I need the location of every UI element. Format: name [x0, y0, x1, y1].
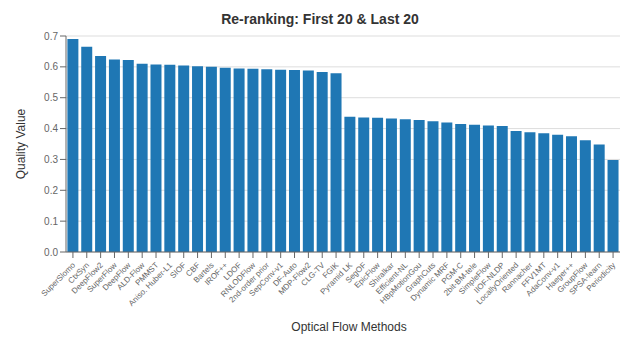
svg-text:Shiralkar: Shiralkar	[367, 260, 396, 290]
svg-text:Rannacher: Rannacher	[500, 260, 535, 295]
svg-text:0.0: 0.0	[44, 247, 58, 258]
html-text:Optical Flow Methods: Optical Flow Methods	[291, 320, 407, 334]
svg-text:DF-Auto: DF-Auto	[271, 260, 299, 289]
svg-text:FFV1MT: FFV1MT	[519, 260, 549, 290]
svg-text:0.3: 0.3	[44, 154, 58, 165]
svg-text:Efficient-NL: Efficient-NL	[374, 260, 410, 297]
svg-text:FGIK: FGIK	[320, 260, 341, 281]
svg-text:EpicFlow: EpicFlow	[352, 260, 382, 290]
svg-text:DeepFlow: DeepFlow	[100, 260, 133, 293]
svg-text:2nd-order prior: 2nd-order prior	[227, 260, 272, 305]
svg-text:Periodicity: Periodicity	[585, 261, 617, 293]
svg-text:SegOF: SegOF	[343, 260, 368, 285]
svg-text:PMMST: PMMST	[133, 260, 161, 288]
svg-text:LocallyOriented: LocallyOriented	[474, 260, 521, 307]
svg-text:PGM-C: PGM-C	[439, 260, 465, 286]
svg-text:ALD-Flow: ALD-Flow	[115, 260, 147, 292]
svg-text:CBF: CBF	[184, 260, 202, 279]
svg-text:0.6: 0.6	[44, 61, 58, 72]
svg-text:SuperFlow: SuperFlow	[85, 260, 119, 295]
svg-text:LDOF: LDOF	[221, 260, 244, 283]
svg-text:Aniso. Huber-L1: Aniso. Huber-L1	[127, 260, 175, 308]
svg-text:SuperSlomo: SuperSlomo	[39, 260, 78, 299]
svg-text:SIOF: SIOF	[168, 260, 188, 281]
svg-text:0.1: 0.1	[44, 216, 58, 227]
svg-text:Haeger++: Haeger++	[544, 260, 576, 293]
svg-text:SPSA-learn: SPSA-learn	[567, 260, 604, 297]
svg-text:SepConv-v1: SepConv-v1	[247, 260, 285, 299]
svg-text:CtxSyn: CtxSyn	[66, 260, 91, 286]
svg-text:Pyramid LK: Pyramid LK	[318, 260, 355, 297]
svg-text:0.7: 0.7	[44, 31, 58, 42]
svg-text:0.4: 0.4	[44, 123, 58, 134]
svg-text:0.2: 0.2	[44, 185, 58, 196]
svg-text:Bartels: Bartels	[191, 260, 216, 285]
svg-text:IIOF-NLDP: IIOF-NLDP	[472, 260, 507, 295]
svg-text:RNLODFlow: RNLODFlow	[219, 260, 258, 299]
html-text:Re-ranking: First 20 & Last 20: Re-ranking: First 20 & Last 20	[221, 11, 419, 27]
svg-text:IROF++: IROF++	[203, 260, 230, 288]
svg-text:MDP-Flow2: MDP-Flow2	[276, 260, 313, 297]
svg-text:2bit-BM-tele: 2bit-BM-tele	[442, 260, 479, 298]
svg-text:HBpMotionGou: HBpMotionGou	[378, 260, 424, 306]
svg-text:Dynamic MRF: Dynamic MRF	[408, 260, 452, 303]
svg-text:Quality Value: Quality Value	[14, 108, 28, 179]
svg-text:GraphCuts: GraphCuts	[403, 260, 438, 295]
svg-text:SimpleFlow: SimpleFlow	[457, 260, 493, 297]
svg-text:GroupFlow: GroupFlow	[555, 260, 590, 295]
svg-text:0.5: 0.5	[44, 92, 58, 103]
svg-text:AdaConv-v1: AdaConv-v1	[524, 260, 562, 299]
svg-text:DeepFlow2: DeepFlow2	[69, 260, 105, 296]
svg-text:CLG-TV: CLG-TV	[299, 260, 327, 288]
